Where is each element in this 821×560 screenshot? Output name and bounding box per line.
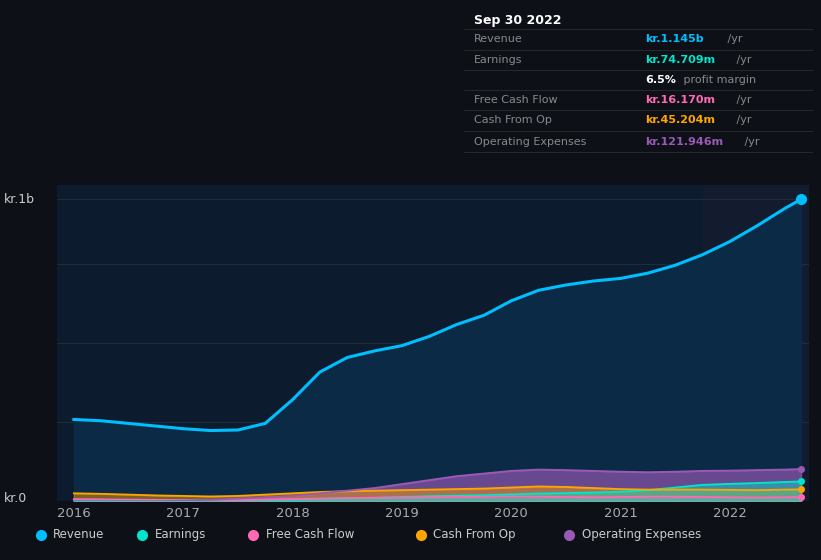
Text: Earnings: Earnings (155, 528, 206, 542)
Text: Operating Expenses: Operating Expenses (582, 528, 701, 542)
Text: /yr: /yr (732, 55, 751, 65)
Text: kr.16.170m: kr.16.170m (645, 96, 715, 105)
Bar (703, 185, 809, 501)
Text: Cash From Op: Cash From Op (433, 528, 516, 542)
Text: Earnings: Earnings (475, 55, 523, 65)
Text: /yr: /yr (724, 34, 742, 44)
Text: 6.5%: 6.5% (645, 75, 677, 85)
Text: Free Cash Flow: Free Cash Flow (266, 528, 354, 542)
Text: Revenue: Revenue (475, 34, 523, 44)
Text: Free Cash Flow: Free Cash Flow (475, 96, 558, 105)
Text: /yr: /yr (741, 137, 759, 147)
Text: Revenue: Revenue (53, 528, 105, 542)
Text: kr.121.946m: kr.121.946m (645, 137, 723, 147)
Text: kr.45.204m: kr.45.204m (645, 115, 715, 125)
Text: /yr: /yr (732, 96, 751, 105)
Text: profit margin: profit margin (680, 75, 756, 85)
Text: /yr: /yr (732, 115, 751, 125)
Text: kr.0: kr.0 (4, 492, 27, 505)
Text: Cash From Op: Cash From Op (475, 115, 553, 125)
Text: kr.1b: kr.1b (4, 193, 35, 206)
Text: Operating Expenses: Operating Expenses (475, 137, 587, 147)
Text: Sep 30 2022: Sep 30 2022 (475, 14, 562, 27)
Text: kr.74.709m: kr.74.709m (645, 55, 715, 65)
Text: kr.1.145b: kr.1.145b (645, 34, 704, 44)
